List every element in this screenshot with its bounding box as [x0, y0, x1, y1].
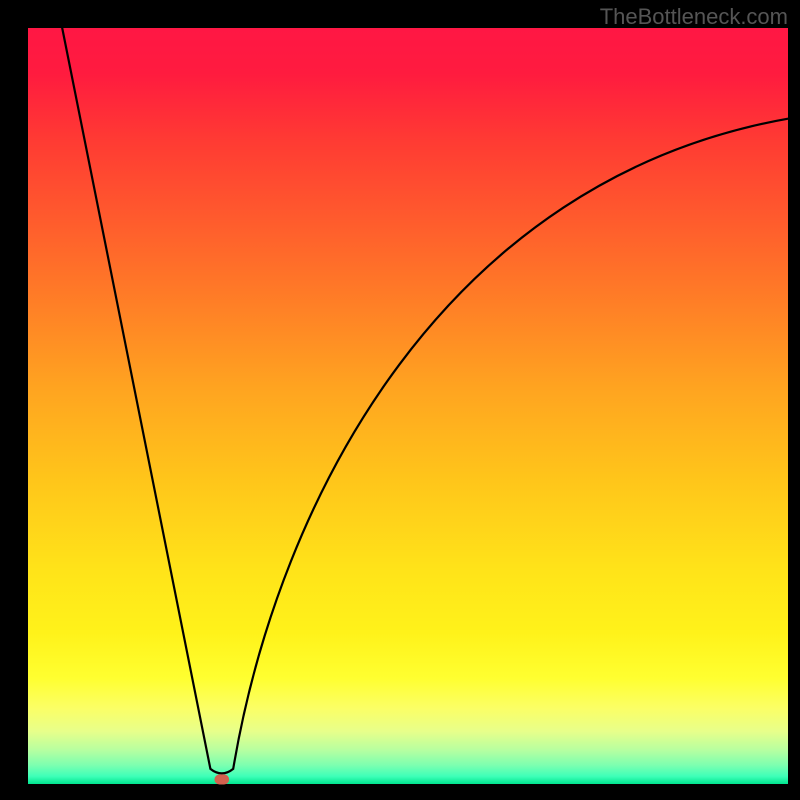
plot-background	[28, 28, 788, 784]
attribution-label: TheBottleneck.com	[600, 4, 788, 30]
chart-frame: TheBottleneck.com	[0, 0, 800, 800]
bottleneck-chart	[0, 0, 800, 800]
trough-marker	[215, 775, 229, 784]
